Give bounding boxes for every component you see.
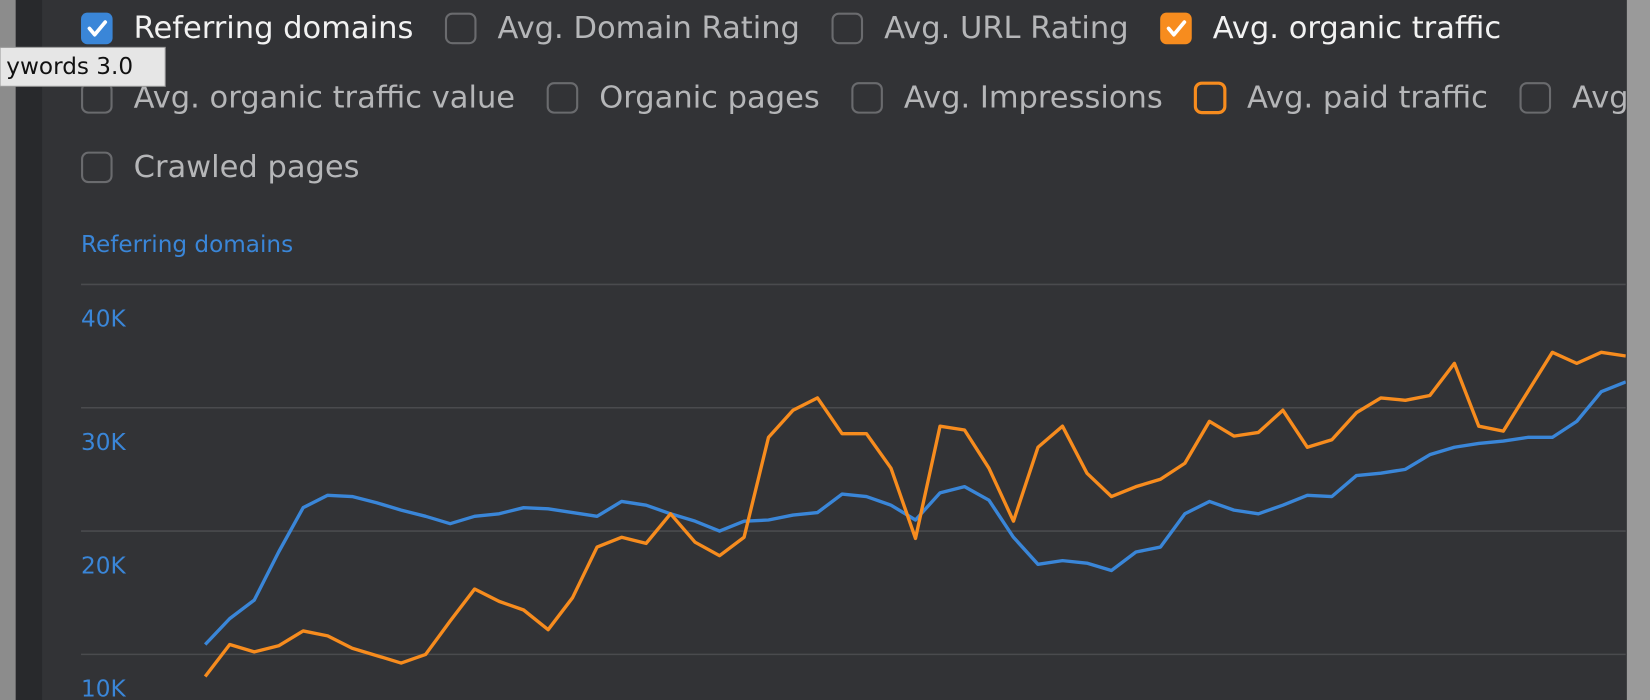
data-line xyxy=(203,380,1626,646)
checkbox-box[interactable] xyxy=(546,82,579,114)
checkbox-label[interactable]: Avg. organic traffic xyxy=(1213,11,1501,46)
checkbox-label[interactable]: Avg. URL Rating xyxy=(884,11,1129,46)
tooltip-text: ywords 3.0 xyxy=(6,54,133,80)
data-line xyxy=(203,350,1626,678)
checkbox[interactable]: Organic pages xyxy=(546,80,820,115)
checkbox[interactable]: Avg. URL Rating xyxy=(831,11,1129,46)
tooltip-box xyxy=(0,46,166,87)
checkbox-box[interactable] xyxy=(1519,82,1552,114)
checkmark[interactable] xyxy=(1166,20,1187,37)
checkbox-label[interactable]: Referring domains xyxy=(134,11,414,46)
checkbox-label[interactable]: Avg. paid traffic xyxy=(1247,80,1488,115)
checkbox-label[interactable]: Organic pages xyxy=(599,80,819,115)
checkbox-label[interactable]: Avg xyxy=(1572,80,1629,115)
checkbox-box[interactable] xyxy=(81,151,113,184)
right-edge xyxy=(1626,0,1650,700)
checkbox-box[interactable] xyxy=(1160,12,1192,45)
y-tick-label: 20K xyxy=(81,553,126,579)
y-tick-label: 40K xyxy=(81,307,126,333)
checkmark[interactable] xyxy=(87,20,108,37)
checkbox-label[interactable]: Avg. Impressions xyxy=(904,80,1163,115)
axis-title: Referring domains xyxy=(81,232,293,258)
checkbox-box[interactable] xyxy=(831,12,864,45)
tooltip: ywords 3.0 xyxy=(0,46,166,87)
checkbox[interactable]: Avg. Impressions xyxy=(851,80,1163,115)
checkbox-label[interactable]: Crawled pages xyxy=(134,150,360,185)
checkbox[interactable]: Referring domains xyxy=(81,11,413,46)
left-strip xyxy=(15,0,43,700)
checkbox[interactable]: Avg. paid traffic xyxy=(1193,80,1488,115)
checkbox-box[interactable] xyxy=(851,82,883,114)
y-tick-label: 10K xyxy=(81,677,126,700)
content: Referring domains Avg. Domain Rating Avg. … xyxy=(81,11,1629,700)
checkbox[interactable]: Avg. organic traffic value xyxy=(81,80,515,115)
checkbox[interactable]: Avg. Domain Rating xyxy=(444,11,800,46)
checkbox[interactable]: Avg xyxy=(1519,80,1629,115)
left-edge xyxy=(0,0,16,700)
checkbox-box[interactable] xyxy=(444,12,477,45)
checkbox-label[interactable]: Avg. Domain Rating xyxy=(498,11,800,46)
checkbox[interactable]: Avg. organic traffic xyxy=(1160,11,1501,46)
checkbox-box[interactable] xyxy=(1193,81,1227,115)
y-tick-label: 30K xyxy=(81,430,126,456)
checkbox[interactable]: Crawled pages xyxy=(81,150,360,185)
checkbox-label[interactable]: Avg. organic traffic value xyxy=(134,80,515,115)
checkbox-box[interactable] xyxy=(81,12,113,45)
